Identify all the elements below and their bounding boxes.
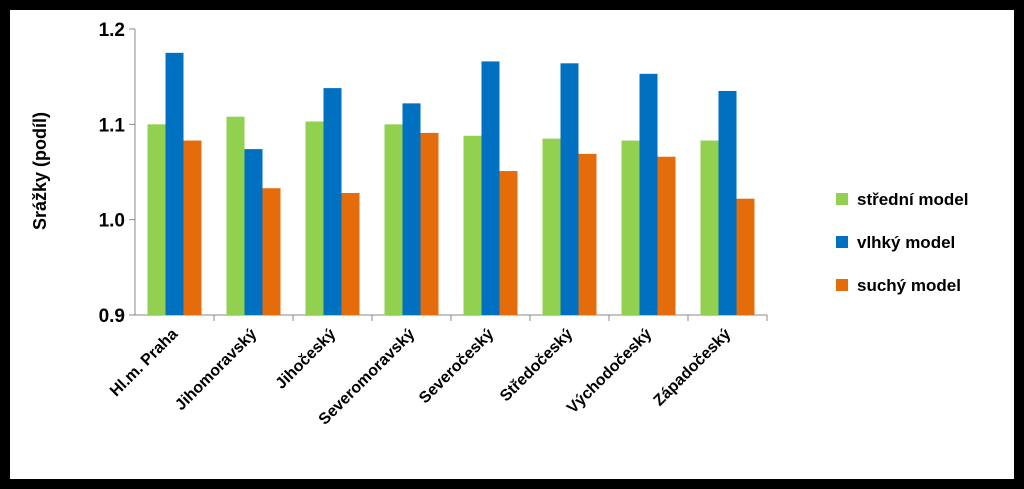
bar (323, 88, 342, 316)
x-tick-label: Jihočeský (273, 326, 340, 393)
bar (718, 90, 737, 315)
bar (402, 103, 421, 315)
bar (639, 73, 658, 315)
legend-label: vlhký model (857, 233, 955, 252)
bar (542, 138, 561, 315)
bar (165, 52, 184, 315)
legend-label: střední model (857, 190, 968, 209)
bar (463, 135, 482, 315)
legend-label: suchý model (857, 276, 961, 295)
bar (499, 171, 518, 315)
bar (420, 132, 439, 315)
x-tick-label: Hl.m. Praha (107, 326, 181, 400)
x-tick-label: Východočeský (564, 326, 655, 417)
x-tick-label: Západočeský (651, 326, 735, 410)
bar (305, 121, 324, 316)
bar (384, 124, 403, 315)
y-tick-label: 1.1 (99, 115, 126, 136)
bar (341, 192, 360, 315)
legend-swatch (836, 279, 848, 291)
y-tick-label: 1.2 (99, 20, 125, 41)
bar (621, 140, 640, 315)
bar (578, 153, 597, 315)
x-tick-label: Jihomoravský (172, 326, 260, 414)
chart-frame: 0.9 1.0 1.1 1.2 Hl.m. Praha Jihomoravský Jiho… (10, 10, 1014, 479)
y-tick-label: 0.9 (99, 306, 125, 327)
y-tick-labels: 0.9 1.0 1.1 1.2 (99, 20, 126, 327)
x-tick-label: Severočeský (416, 326, 497, 407)
bar (147, 124, 166, 315)
legend-swatch (836, 236, 848, 248)
x-tick-label: Středočeský (497, 326, 576, 405)
bar (262, 188, 281, 315)
bar (226, 116, 245, 315)
bar (657, 156, 676, 315)
bar (481, 61, 500, 316)
y-axis-title: Srážky (podíl) (30, 112, 50, 230)
bar (700, 140, 719, 315)
bar (736, 198, 755, 315)
legend-swatch (836, 193, 848, 205)
bars (147, 52, 755, 316)
bar (183, 140, 202, 315)
bar (560, 63, 579, 315)
legend: střední model vlhký model suchý model (836, 190, 968, 295)
bar (244, 149, 263, 315)
y-tick-label: 1.0 (99, 211, 125, 232)
